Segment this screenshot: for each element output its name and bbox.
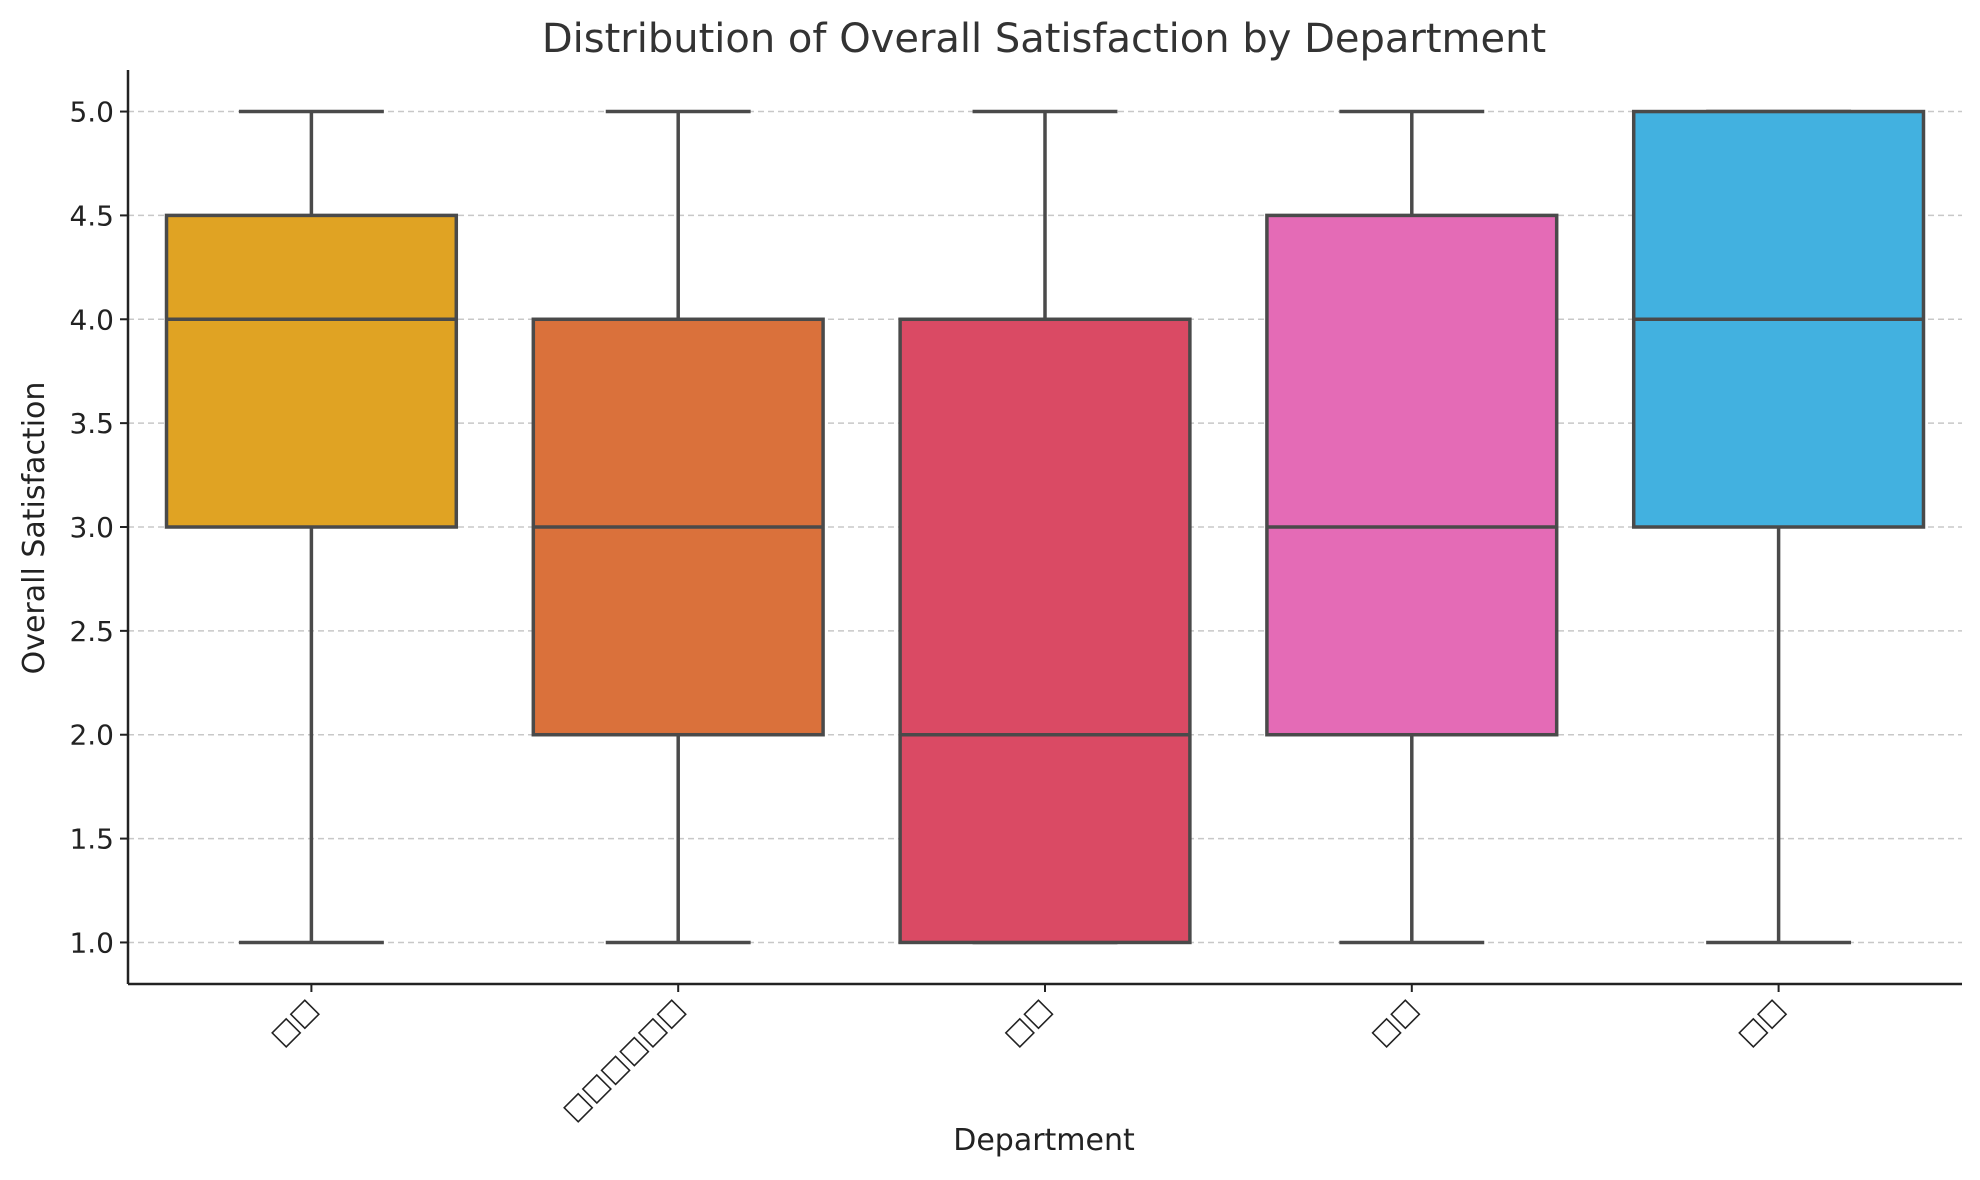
y-tick-label: 4.0: [69, 303, 114, 336]
boxes: [164, 109, 1926, 945]
y-tick-label: 5.0: [69, 96, 114, 129]
y-tick-label: 3.0: [69, 511, 114, 544]
iqr-box: [1265, 213, 1559, 737]
x-tick-label: □□: [997, 992, 1058, 1053]
x-ticks: □□ □□□□□□ □□ □□ □□: [264, 984, 1792, 1127]
iqr-box: [898, 317, 1192, 945]
y-tick-label: 2.5: [69, 615, 114, 648]
box-group: [531, 109, 825, 945]
box-group: [1265, 109, 1559, 945]
y-ticks: 1.0 1.5 2.0 2.5 3.0 3.5 4.0 4.5 5.0: [69, 96, 128, 959]
x-tick-label: □□□□□□: [556, 992, 692, 1128]
y-axis-label: Overall Satisfaction: [17, 382, 52, 675]
chart-title: Distribution of Overall Satisfaction by …: [542, 16, 1546, 62]
y-tick-label: 1.0: [69, 926, 114, 959]
x-tick-label: □□: [264, 992, 325, 1053]
y-tick-label: 2.0: [69, 719, 114, 752]
y-tick-label: 4.5: [69, 199, 114, 232]
iqr-box: [164, 213, 459, 529]
x-axis-label: Department: [953, 1123, 1135, 1158]
box-group: [898, 109, 1192, 945]
box-group: [164, 109, 459, 945]
x-tick-label: □□: [1731, 992, 1792, 1053]
y-tick-label: 3.5: [69, 407, 114, 440]
x-tick-label: □□: [1364, 992, 1425, 1053]
y-tick-label: 1.5: [69, 823, 114, 856]
box-group: [1631, 109, 1926, 945]
